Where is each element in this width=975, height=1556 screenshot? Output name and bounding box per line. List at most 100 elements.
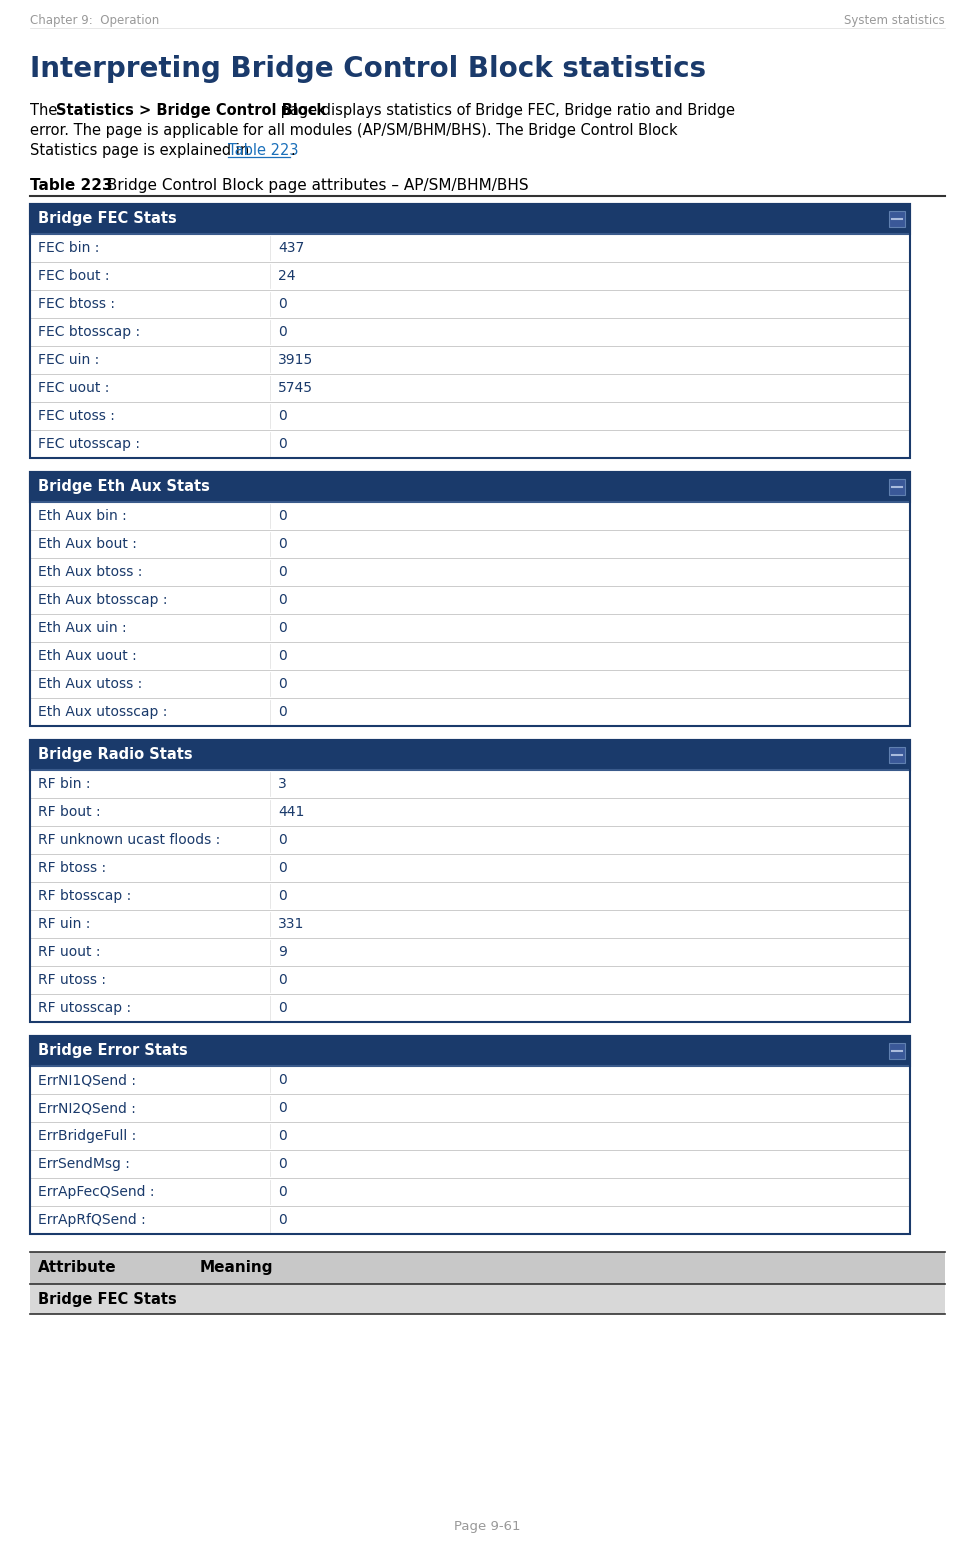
Text: Chapter 9:  Operation: Chapter 9: Operation [30, 14, 159, 26]
Text: 0: 0 [278, 860, 287, 874]
Text: 0: 0 [278, 1001, 287, 1015]
Text: ErrNI2QSend :: ErrNI2QSend : [38, 1102, 136, 1116]
Text: The: The [30, 103, 62, 118]
Text: Meaning: Meaning [200, 1260, 274, 1274]
Text: RF unknown ucast floods :: RF unknown ucast floods : [38, 832, 220, 846]
Bar [30, 471, 910, 503]
Text: 0: 0 [278, 297, 287, 311]
Text: Bridge FEC Stats: Bridge FEC Stats [38, 1291, 176, 1307]
Text: FEC bout :: FEC bout : [38, 269, 109, 283]
Text: RF bout :: RF bout : [38, 804, 100, 818]
Bar [30, 233, 910, 457]
Text: RF uout :: RF uout : [38, 944, 100, 958]
Text: Eth Aux btoss :: Eth Aux btoss : [38, 565, 142, 579]
Text: RF utoss :: RF utoss : [38, 972, 106, 987]
Bar [889, 479, 905, 495]
Text: 0: 0 [278, 888, 287, 902]
Text: Eth Aux uin :: Eth Aux uin : [38, 621, 127, 635]
Text: Eth Aux bin :: Eth Aux bin : [38, 509, 127, 523]
Bar [30, 204, 910, 457]
Text: 0: 0 [278, 565, 287, 579]
Text: FEC bin :: FEC bin : [38, 241, 99, 255]
Text: FEC uin :: FEC uin : [38, 353, 99, 367]
Text: Eth Aux uout :: Eth Aux uout : [38, 649, 136, 663]
Text: 437: 437 [278, 241, 304, 255]
Text: Bridge Control Block page attributes – AP/SM/BHM/BHS: Bridge Control Block page attributes – A… [102, 177, 528, 193]
Text: 9: 9 [278, 944, 287, 958]
Bar [30, 1036, 910, 1066]
Text: ErrBridgeFull :: ErrBridgeFull : [38, 1130, 136, 1144]
Text: ErrNI1QSend :: ErrNI1QSend : [38, 1074, 136, 1088]
Text: 5745: 5745 [278, 381, 313, 395]
Text: Eth Aux utosscap :: Eth Aux utosscap : [38, 705, 168, 719]
Text: 441: 441 [278, 804, 304, 818]
Bar [30, 741, 910, 770]
Text: FEC utosscap :: FEC utosscap : [38, 437, 140, 451]
Text: Bridge FEC Stats: Bridge FEC Stats [38, 212, 176, 226]
Bar [30, 770, 910, 1022]
Text: 0: 0 [278, 1074, 287, 1088]
Text: 0: 0 [278, 537, 287, 551]
Text: System statistics: System statistics [844, 14, 945, 26]
Text: 0: 0 [278, 972, 287, 987]
Text: FEC uout :: FEC uout : [38, 381, 109, 395]
Text: RF utosscap :: RF utosscap : [38, 1001, 131, 1015]
Text: Table 223: Table 223 [30, 177, 113, 193]
Text: Eth Aux bout :: Eth Aux bout : [38, 537, 136, 551]
Text: 24: 24 [278, 269, 295, 283]
Text: RF btoss :: RF btoss : [38, 860, 106, 874]
Text: RF btosscap :: RF btosscap : [38, 888, 132, 902]
Text: 0: 0 [278, 677, 287, 691]
Text: page displays statistics of Bridge FEC, Bridge ratio and Bridge: page displays statistics of Bridge FEC, … [276, 103, 735, 118]
Text: 0: 0 [278, 593, 287, 607]
Text: ErrApRfQSend :: ErrApRfQSend : [38, 1214, 145, 1228]
Text: Bridge Radio Stats: Bridge Radio Stats [38, 747, 193, 762]
Text: Statistics > Bridge Control Block: Statistics > Bridge Control Block [56, 103, 326, 118]
Text: 0: 0 [278, 832, 287, 846]
Text: 0: 0 [278, 409, 287, 423]
Text: FEC utoss :: FEC utoss : [38, 409, 115, 423]
Text: 0: 0 [278, 705, 287, 719]
Bar [30, 1253, 945, 1284]
Text: FEC btosscap :: FEC btosscap : [38, 325, 140, 339]
Text: 0: 0 [278, 1130, 287, 1144]
Text: ErrSendMsg :: ErrSendMsg : [38, 1158, 130, 1172]
Bar [30, 471, 910, 503]
Bar [30, 741, 910, 1022]
Bar [30, 1036, 910, 1066]
Text: ErrApFecQSend :: ErrApFecQSend : [38, 1186, 154, 1200]
Text: Interpreting Bridge Control Block statistics: Interpreting Bridge Control Block statis… [30, 54, 706, 82]
Text: 0: 0 [278, 621, 287, 635]
Text: Attribute: Attribute [38, 1260, 117, 1274]
Bar [889, 747, 905, 762]
Text: 0: 0 [278, 1102, 287, 1116]
Bar [889, 212, 905, 227]
Text: .: . [290, 143, 294, 159]
Text: 0: 0 [278, 1186, 287, 1200]
Text: Page 9-61: Page 9-61 [453, 1520, 521, 1533]
Text: 3915: 3915 [278, 353, 313, 367]
Text: 0: 0 [278, 1158, 287, 1172]
Text: Statistics page is explained in: Statistics page is explained in [30, 143, 254, 159]
Text: 0: 0 [278, 649, 287, 663]
Text: Eth Aux btosscap :: Eth Aux btosscap : [38, 593, 168, 607]
Text: Table 223: Table 223 [228, 143, 298, 159]
Text: 3: 3 [278, 776, 287, 790]
Bar [30, 1284, 945, 1313]
Text: FEC btoss :: FEC btoss : [38, 297, 115, 311]
Text: RF uin :: RF uin : [38, 916, 91, 930]
Bar [889, 1043, 905, 1060]
Text: 331: 331 [278, 916, 304, 930]
Text: 0: 0 [278, 1214, 287, 1228]
Text: RF bin :: RF bin : [38, 776, 91, 790]
Text: 0: 0 [278, 509, 287, 523]
Text: Bridge Error Stats: Bridge Error Stats [38, 1043, 188, 1058]
Bar [30, 1036, 910, 1234]
Text: Eth Aux utoss :: Eth Aux utoss : [38, 677, 142, 691]
Text: 0: 0 [278, 437, 287, 451]
Bar [30, 1066, 910, 1234]
Text: 0: 0 [278, 325, 287, 339]
Bar [30, 741, 910, 770]
Bar [30, 471, 910, 727]
Bar [30, 204, 910, 233]
